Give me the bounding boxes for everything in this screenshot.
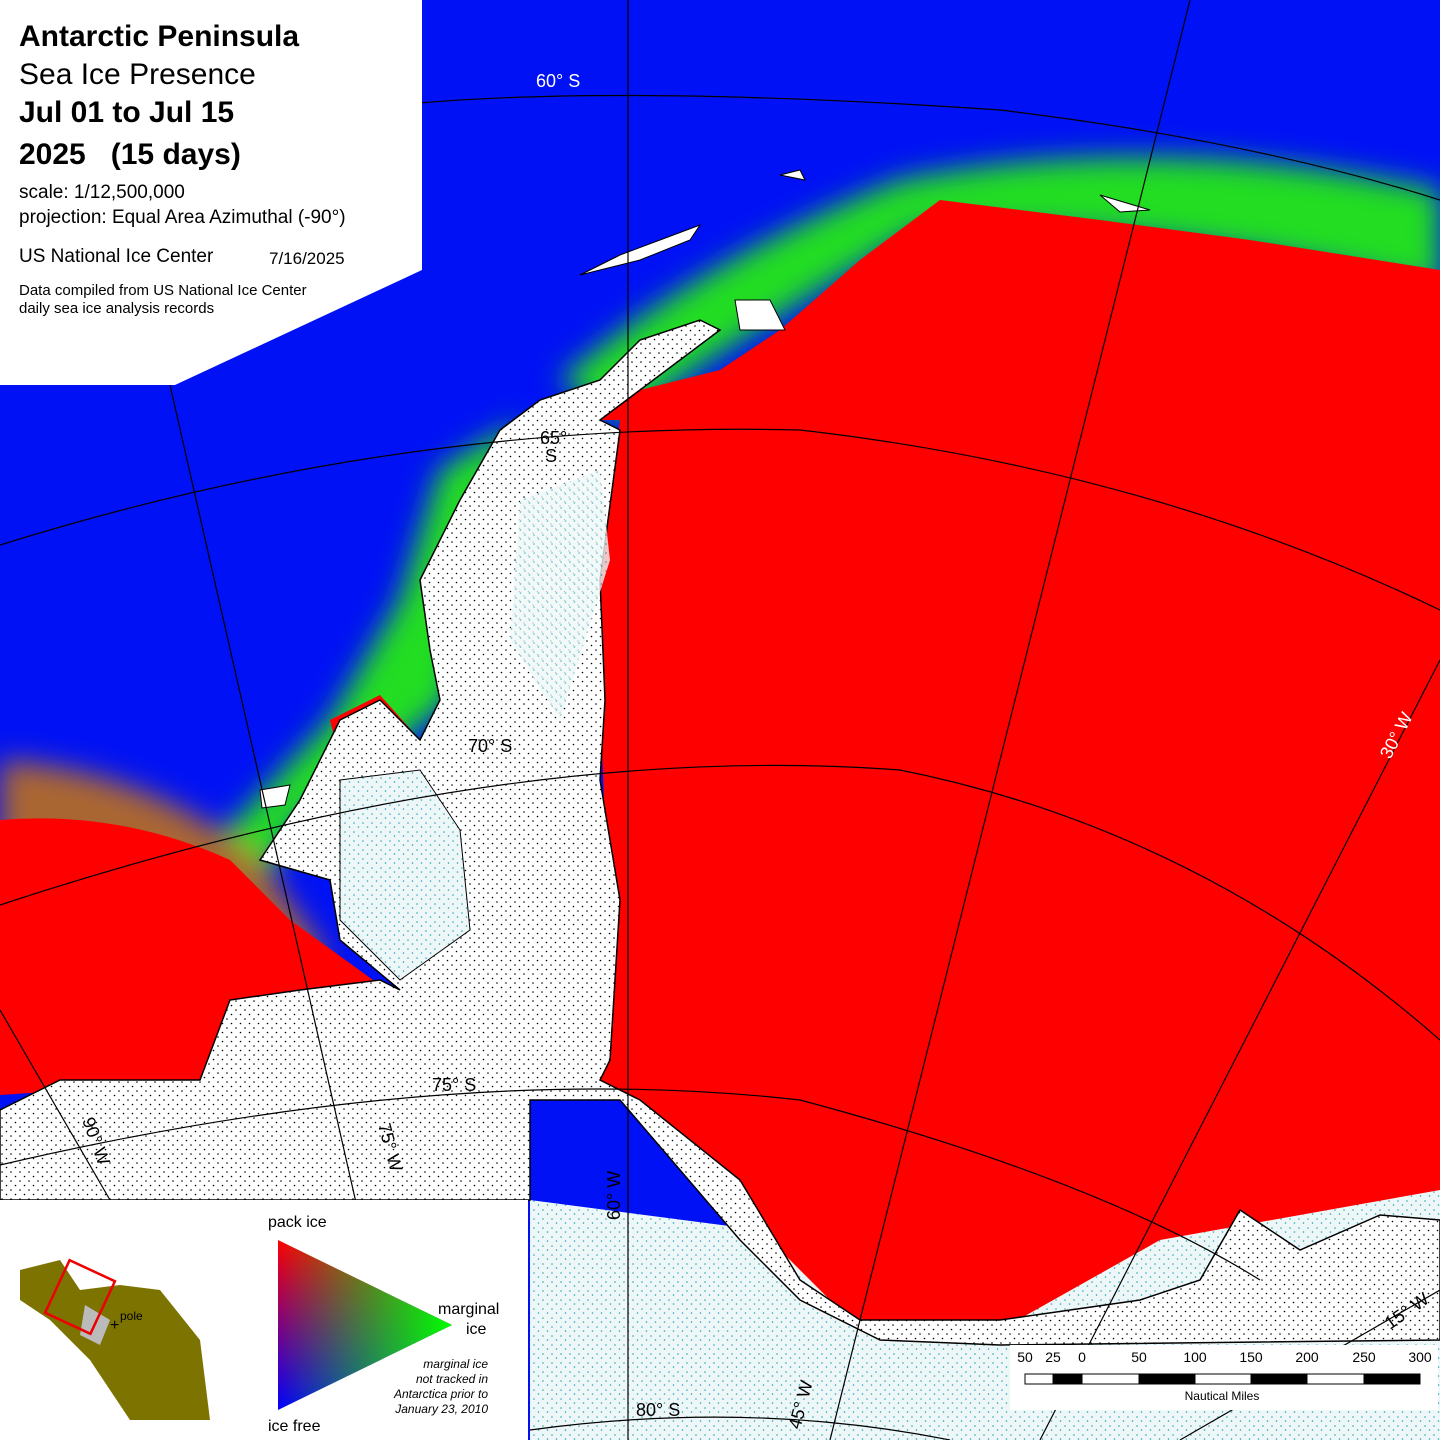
subtitle: Sea Ice Presence [19,58,256,91]
scale-segment [1024,1373,1054,1385]
scale-segment [1138,1373,1196,1385]
lat-label: S [545,446,557,466]
legend-note: marginal ice not tracked in Antarctica p… [393,1357,488,1416]
pack-ice [0,818,380,1095]
pole-label: pole [120,1309,143,1323]
note: daily sea ice analysis records [19,300,215,317]
lat-label: 80° S [636,1400,680,1420]
title: Antarctic Peninsula [19,20,300,53]
scale-tick-label: 100 [1183,1349,1207,1365]
ice-shelf [339,769,471,981]
legend-note-line: January 23, 2010 [394,1402,488,1416]
scale-segment [1363,1373,1421,1385]
legend-label: ice [466,1321,487,1338]
ice-shelf [510,470,610,720]
legend-note-line: Antarctica prior to [393,1387,488,1401]
legend-labels: pack ice marginal ice ice free [268,1214,499,1435]
islands [259,169,1151,809]
lat-label: 70° S [468,736,512,756]
legend-triangle [278,1240,452,1410]
scale-tick-label: 25 [1045,1349,1061,1365]
note: Data compiled from US National Ice Cente… [19,282,307,299]
scale-tick-label: 300 [1408,1349,1432,1365]
legend-label: marginal [438,1301,499,1318]
scale-segment [1194,1373,1252,1385]
scale-tick-label: 250 [1352,1349,1376,1365]
scale-segment [1306,1373,1365,1385]
scale-segment [1052,1373,1083,1385]
year: 2025 (15 days) [19,138,241,171]
projection: projection: Equal Area Azimuthal (-90°) [19,207,346,228]
scale-tick-label: 200 [1295,1349,1319,1365]
legend-label: ice free [268,1418,321,1435]
legend-note-line: not tracked in [416,1372,488,1386]
period: Jul 01 to Jul 15 [19,96,235,129]
pole-marker: + [110,1317,119,1334]
scale-tick-label: 150 [1239,1349,1263,1365]
date: 7/16/2025 [269,249,345,268]
legend-note-line: marginal ice [423,1357,488,1371]
scale-tick-label: 50 [1017,1349,1033,1365]
inset-map: pole + [20,1258,210,1420]
scale-tick-label: 0 [1078,1349,1086,1365]
lat-label: 75° S [432,1075,476,1095]
scale-unit: Nautical Miles [1185,1389,1260,1403]
scale: scale: 1/12,500,000 [19,182,185,203]
header-box [0,0,422,385]
lat-label: 65° [540,428,567,448]
lat-label: 60° S [536,71,580,91]
scale-segment [1250,1373,1308,1385]
lon-label: 60° W [604,1171,624,1220]
legend-label: pack ice [268,1214,327,1231]
source: US National Ice Center [19,246,214,267]
scale-tick-label: 50 [1131,1349,1147,1365]
scale-segment [1081,1373,1140,1385]
pack-ice [590,200,1440,1320]
